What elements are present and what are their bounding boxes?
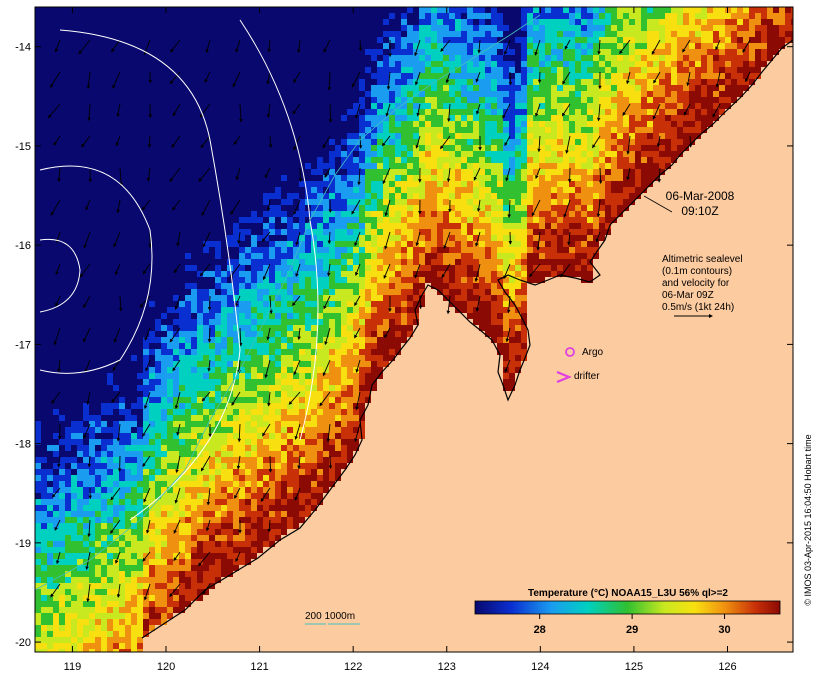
colorbar-tick-label: 29: [626, 624, 638, 636]
colorbar-title: Temperature (°C) NOAA15_L3U 56% ql>=2: [528, 588, 728, 599]
drifter-label: drifter: [574, 371, 600, 382]
altimetry-line-3: and velocity for: [662, 278, 730, 289]
lon-tick-label: 125: [625, 661, 643, 673]
lat-tick-label: -15: [15, 141, 31, 153]
date-label: 06-Mar-2008: [666, 189, 735, 203]
altimetry-line-1: Altimetric sealevel: [662, 254, 743, 265]
depth-contour-label: 200 1000m: [305, 611, 355, 622]
lon-tick-label: 120: [157, 661, 175, 673]
argo-label: Argo: [582, 347, 604, 358]
colorbar-tick-label: 30: [718, 624, 730, 636]
lat-tick-label: -18: [15, 439, 31, 451]
lat-tick-label: -16: [15, 240, 31, 252]
lat-tick-label: -14: [15, 42, 31, 54]
time-label: 09:10Z: [681, 204, 718, 218]
lat-tick-label: -19: [15, 538, 31, 550]
lat-tick-label: -20: [15, 637, 31, 649]
colorbar: [475, 601, 780, 614]
lat-tick-label: -17: [15, 339, 31, 351]
lon-tick-label: 126: [718, 661, 736, 673]
lon-tick-label: 124: [531, 661, 549, 673]
lon-tick-label: 122: [344, 661, 362, 673]
altimetry-line-4: 06-Mar 09Z: [662, 290, 714, 301]
lon-tick-label: 123: [438, 661, 456, 673]
credit-text: © IMOS 03-Apr-2015 16:04:50 Hobart time: [803, 434, 813, 605]
altimetry-line-5: 0.5m/s (1kt 24h): [662, 302, 734, 313]
colorbar-tick-label: 28: [534, 624, 546, 636]
lon-tick-label: 121: [250, 661, 268, 673]
altimetry-line-2: (0.1m contours): [662, 266, 732, 277]
lon-tick-label: 119: [64, 661, 82, 673]
